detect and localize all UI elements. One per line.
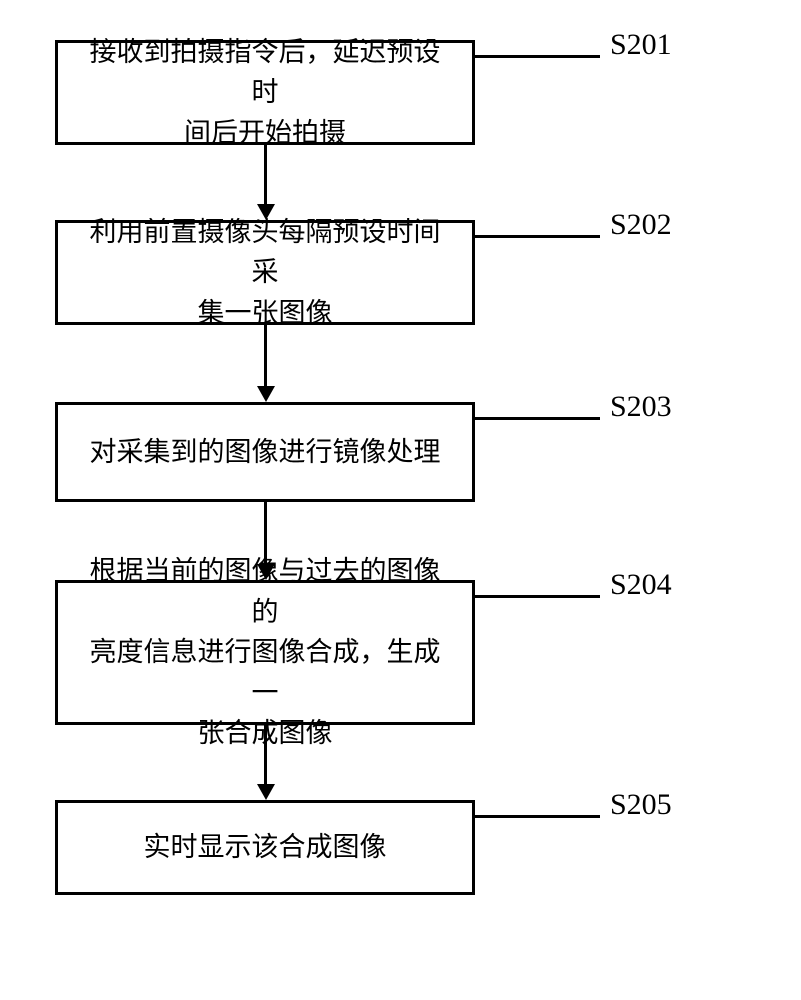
callout-line-s203 [475, 417, 600, 420]
edge-arrow-2 [257, 386, 275, 402]
node-text: 利用前置摄像头每隔预设时间采集一张图像 [78, 212, 452, 334]
node-label-s205: S205 [610, 788, 672, 822]
flow-node-s204: 根据当前的图像与过去的图像的亮度信息进行图像合成，生成一张合成图像 [55, 580, 475, 725]
callout-line-s204 [475, 595, 600, 598]
node-text: 根据当前的图像与过去的图像的亮度信息进行图像合成，生成一张合成图像 [78, 551, 452, 754]
node-text: 接收到拍摄指令后，延迟预设时间后开始拍摄 [78, 32, 452, 154]
flow-node-s203: 对采集到的图像进行镜像处理 [55, 402, 475, 502]
callout-line-s201 [475, 55, 600, 58]
node-label-s201: S201 [610, 28, 672, 62]
flow-node-s201: 接收到拍摄指令后，延迟预设时间后开始拍摄 [55, 40, 475, 145]
flow-node-s205: 实时显示该合成图像 [55, 800, 475, 895]
flowchart-container: 接收到拍摄指令后，延迟预设时间后开始拍摄 S201 利用前置摄像头每隔预设时间采… [0, 0, 801, 1000]
edge-line-4 [264, 725, 267, 784]
node-label-s202: S202 [610, 208, 672, 242]
callout-line-s205 [475, 815, 600, 818]
edge-line-2 [264, 325, 267, 386]
node-label-s204: S204 [610, 568, 672, 602]
edge-line-1 [264, 145, 267, 204]
node-text: 对采集到的图像进行镜像处理 [90, 432, 441, 473]
node-label-s203: S203 [610, 390, 672, 424]
node-text: 实时显示该合成图像 [144, 827, 387, 868]
flow-node-s202: 利用前置摄像头每隔预设时间采集一张图像 [55, 220, 475, 325]
callout-line-s202 [475, 235, 600, 238]
edge-arrow-4 [257, 784, 275, 800]
